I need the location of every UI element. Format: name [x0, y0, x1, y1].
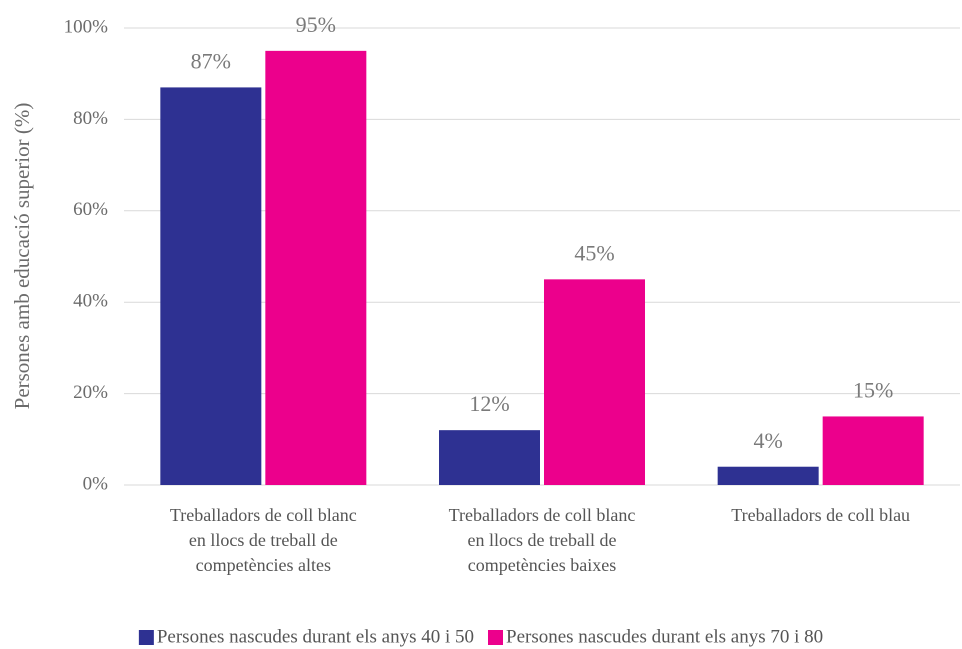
x-tick-label: Treballadors de coll blanc en llocs de tr… — [449, 505, 636, 575]
y-tick-label: 60% — [73, 199, 108, 220]
value-label: 95% — [296, 12, 336, 37]
value-label: 15% — [853, 377, 893, 402]
x-tick-label: Treballadors de coll blanc en llocs de tr… — [170, 505, 357, 575]
y-tick-label: 20% — [73, 382, 108, 403]
value-label: 45% — [574, 240, 614, 265]
y-tick-label: 0% — [83, 473, 109, 494]
y-tick-label: 80% — [73, 108, 108, 129]
legend-swatch — [138, 630, 154, 645]
y-axis-label: Persones amb educació superior (%) — [10, 103, 34, 410]
bar — [822, 416, 924, 485]
value-label: 87% — [191, 48, 231, 73]
bar — [160, 87, 262, 485]
value-label: 12% — [469, 391, 509, 416]
y-tick-label: 100% — [64, 16, 109, 37]
value-label: 4% — [754, 428, 783, 453]
legend-label: Persones nascudes durant els anys 70 i 8… — [506, 626, 823, 647]
bar — [717, 466, 819, 485]
legend-swatch — [488, 630, 503, 645]
legend-label: Persones nascudes durant els anys 40 i 5… — [157, 626, 474, 647]
x-tick-label: Treballadors de coll blau — [731, 505, 910, 525]
bar — [439, 430, 540, 485]
y-tick-label: 40% — [73, 291, 108, 312]
bar — [265, 50, 367, 485]
bar — [544, 279, 645, 485]
